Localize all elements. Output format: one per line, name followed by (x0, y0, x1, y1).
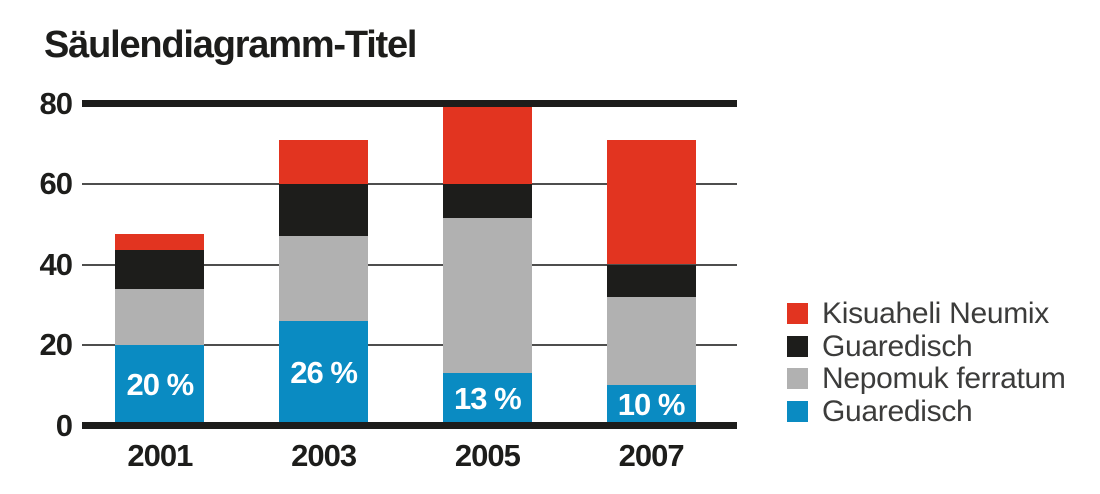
bar-segment-gray (279, 236, 369, 321)
bar-percent-label: 10 % (617, 387, 686, 423)
x-axis-tick-label: 2005 (454, 438, 521, 473)
bar-segment-blue: 13 % (442, 373, 532, 426)
legend-swatch-gray (787, 368, 808, 389)
bar-segment-black (279, 184, 369, 237)
legend-item: Nepomuk ferratum (787, 362, 1066, 395)
chart-legend: Kisuaheli Neumix Guaredisch Nepomuk ferrat… (787, 297, 1100, 443)
grid-line-major (82, 100, 737, 107)
grid-line (82, 344, 737, 346)
grid-line (82, 263, 737, 266)
bar-segment-red (442, 105, 532, 184)
legend-label: Guaredisch (822, 395, 973, 428)
legend-swatch-blue (787, 401, 808, 422)
x-axis-tick-label: 2001 (127, 438, 193, 473)
bar-segment-blue: 10 % (606, 385, 696, 426)
bar-segment-red (279, 139, 369, 184)
bar-segment-red (115, 234, 205, 251)
legend-swatch-red (787, 303, 808, 324)
legend-label: Guaredisch (822, 330, 973, 363)
bar-segment-black (606, 264, 696, 297)
bar-segment-red (606, 139, 696, 265)
bar-percent-label: 26 % (290, 355, 358, 391)
bar-segment-black (115, 250, 205, 289)
grid-line (82, 183, 737, 185)
legend-swatch-black (787, 336, 808, 357)
bar-segment-gray (606, 296, 696, 386)
bar-percent-label: 13 % (454, 381, 522, 417)
y-axis-tick-label: 40 (39, 246, 73, 282)
chart-title: Säulendiagramm-Titel (44, 24, 417, 66)
bar-segment-black (442, 184, 532, 219)
x-axis-tick-label: 2007 (618, 438, 685, 473)
legend-item: Kisuaheli Neumix (787, 297, 1049, 330)
bar-segment-blue: 26 % (279, 320, 369, 426)
bar-percent-label: 20 % (126, 367, 195, 403)
y-axis-tick-label: 0 (55, 407, 73, 443)
bar-segment-blue: 20 % (115, 345, 205, 426)
x-axis-tick-label: 2003 (291, 438, 357, 473)
legend-item: Guaredisch (787, 330, 973, 363)
legend-label: Nepomuk ferratum (822, 362, 1066, 395)
legend-item: Guaredisch (787, 395, 973, 428)
y-axis-tick-label: 20 (39, 327, 73, 362)
y-axis-tick-label: 60 (39, 166, 73, 201)
bar-segment-gray (442, 218, 532, 374)
grid-line-major (82, 422, 737, 429)
y-axis-tick-label: 80 (39, 85, 73, 121)
legend-label: Kisuaheli Neumix (822, 297, 1049, 330)
bar-segment-gray (115, 288, 205, 345)
